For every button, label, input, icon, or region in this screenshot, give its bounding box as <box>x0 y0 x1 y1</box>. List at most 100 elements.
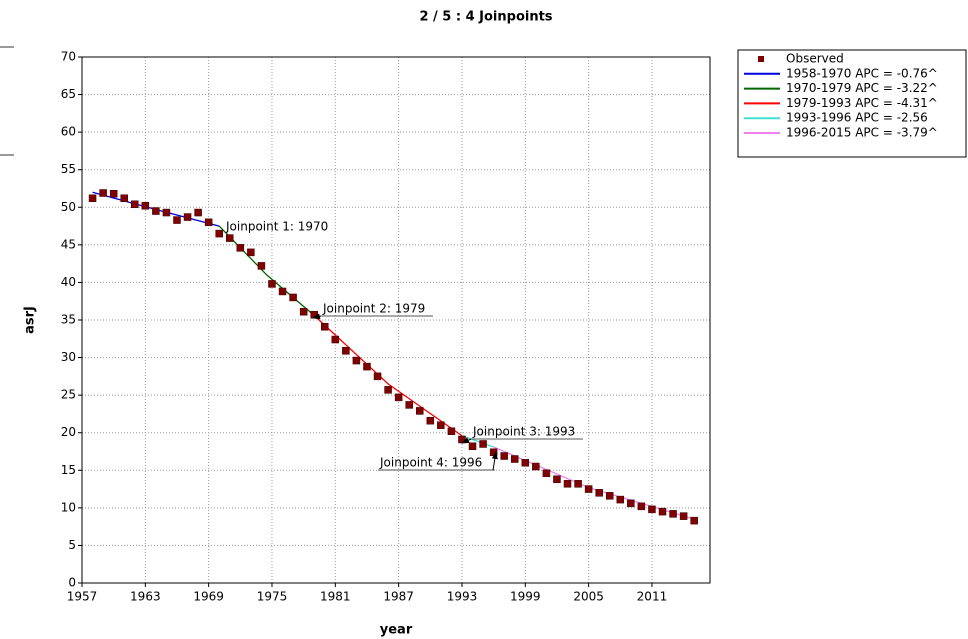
y-tick-label: 0 <box>68 576 76 590</box>
observed-point <box>215 229 223 238</box>
x-axis-label: year <box>380 623 413 638</box>
observed-point <box>88 194 97 203</box>
plot-frame <box>81 56 711 584</box>
observed-point <box>321 323 329 331</box>
observed-point <box>268 280 276 288</box>
observed-point <box>616 495 625 504</box>
y-tick-label: 30 <box>61 350 76 364</box>
annotation-arrow <box>491 451 498 471</box>
x-tick-label: 2011 <box>637 590 668 604</box>
x-tick-label: 1957 <box>67 590 98 604</box>
observed-point <box>299 307 308 316</box>
y-tick-label: 70 <box>61 50 76 64</box>
observed-point <box>363 362 371 371</box>
observed-point <box>627 499 635 508</box>
observed-point <box>257 262 266 270</box>
observed-point <box>521 459 530 467</box>
annotation: Joinpoint 2: 1979 <box>322 302 425 316</box>
observed-point <box>141 202 150 210</box>
annotation-arrow <box>312 313 322 320</box>
observed-point <box>226 234 234 242</box>
observed-point <box>426 416 435 425</box>
legend-marker <box>758 56 764 62</box>
y-tick-label: 5 <box>68 538 76 552</box>
legend-label: 1958-1970 APC = -0.76^ <box>786 66 938 80</box>
observed-point <box>679 512 688 520</box>
observed-point <box>120 194 128 203</box>
y-tick-label: 40 <box>61 275 76 289</box>
legend-label: 1970-1979 APC = -3.22^ <box>786 81 938 95</box>
observed-point <box>373 372 382 381</box>
observed-point <box>247 248 255 257</box>
observed-point <box>162 208 171 217</box>
observed-point <box>236 244 245 252</box>
x-tick-label: 1993 <box>447 590 478 604</box>
observed-point <box>173 216 181 224</box>
observed-point <box>278 287 287 296</box>
y-tick-label: 35 <box>61 313 76 327</box>
observed-point <box>437 421 445 429</box>
observed-point <box>194 208 202 217</box>
observed-point <box>605 492 614 500</box>
observed-point <box>352 356 361 365</box>
y-tick-label: 65 <box>61 87 76 101</box>
observed-point <box>394 393 403 402</box>
x-tick-label: 1963 <box>130 590 161 604</box>
y-tick-label: 50 <box>61 200 76 214</box>
observed-point <box>468 442 477 450</box>
y-tick-label: 45 <box>61 237 76 251</box>
observed-point <box>563 480 572 488</box>
fit-line <box>218 225 315 316</box>
y-tick-label: 10 <box>61 500 76 514</box>
x-tick-label: 1969 <box>193 590 224 604</box>
observed-point <box>637 502 646 511</box>
x-tick-label: 1981 <box>320 590 351 604</box>
observed-point <box>669 510 677 518</box>
observed-point <box>595 489 603 497</box>
observed-point <box>658 507 667 516</box>
fit-line <box>313 315 463 437</box>
observed-point <box>99 189 107 197</box>
y-axis-label: asrJ <box>23 306 38 334</box>
x-tick-label: 1987 <box>383 590 414 604</box>
observed-point <box>152 207 160 215</box>
observed-point <box>204 218 213 227</box>
legend-label: 1993-1996 APC = -2.56 <box>786 111 928 125</box>
observed-point <box>384 386 392 394</box>
annotation: Joinpoint 1: 1970 <box>225 220 328 234</box>
observed-point <box>109 190 118 198</box>
legend-label: Observed <box>786 52 844 66</box>
observed-point <box>510 455 519 463</box>
y-tick-label: 60 <box>61 125 76 139</box>
observed-point <box>584 485 593 493</box>
y-tick-label: 15 <box>61 463 76 477</box>
y-tick-label: 25 <box>61 388 76 402</box>
observed-point <box>405 401 413 409</box>
annotation: Joinpoint 4: 1996 <box>379 456 482 470</box>
observed-point <box>183 213 192 221</box>
observed-point <box>479 440 487 448</box>
x-tick-label: 1999 <box>510 590 541 604</box>
annotation: Joinpoint 3: 1993 <box>472 425 575 439</box>
observed-point <box>542 469 551 478</box>
observed-point <box>447 427 456 435</box>
chart-title: 2 / 5 : 4 Joinpoints <box>419 10 552 25</box>
observed-point <box>331 335 340 344</box>
observed-point <box>532 462 540 471</box>
observed-point <box>574 480 582 488</box>
x-tick-label: 1975 <box>257 590 288 604</box>
x-tick-label: 2005 <box>573 590 604 604</box>
observed-point <box>553 475 561 484</box>
y-tick-label: 55 <box>61 162 76 176</box>
y-tick-label: 20 <box>61 425 76 439</box>
observed-point <box>131 200 139 209</box>
legend-label: 1979-1993 APC = -4.31^ <box>786 96 938 110</box>
annotation-arrow <box>461 437 472 444</box>
observed-point <box>690 516 698 525</box>
observed-point <box>500 452 508 460</box>
observed-point <box>342 347 350 355</box>
observed-point <box>289 293 297 302</box>
legend-label: 1996-2015 APC = -3.79^ <box>786 126 938 140</box>
observed-point <box>415 407 424 415</box>
